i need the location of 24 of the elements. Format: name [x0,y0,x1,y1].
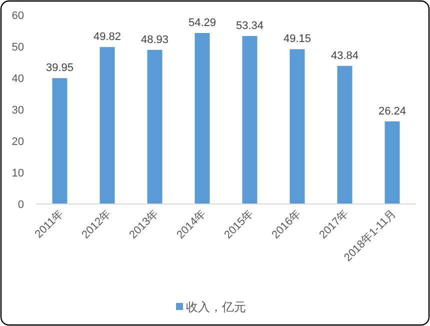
y-tick-label: 40 [12,73,24,85]
data-label: 49.15 [283,33,312,46]
data-label: 39.95 [46,62,74,74]
y-tick-label: 0 [18,199,24,211]
y-tick-label: 20 [12,136,24,148]
data-label: 53.34 [236,20,264,32]
bar [384,121,400,204]
data-label: 43.84 [330,50,359,62]
bar [337,66,352,204]
bar [100,47,115,204]
y-tick-label: 50 [12,42,24,54]
y-tick-label: 60 [12,10,24,22]
data-label: 48.93 [140,34,169,46]
data-label: 54.29 [188,16,216,29]
bar [194,32,210,204]
data-label: 49.82 [93,31,122,44]
y-tick-label: 10 [12,168,24,180]
bar [52,78,68,204]
y-tick-label: 30 [12,104,24,116]
legend-label: 收入，亿元 [186,300,246,314]
bar [147,50,162,204]
bar [242,36,258,204]
data-label: 26.24 [378,105,406,118]
bar [290,49,305,204]
